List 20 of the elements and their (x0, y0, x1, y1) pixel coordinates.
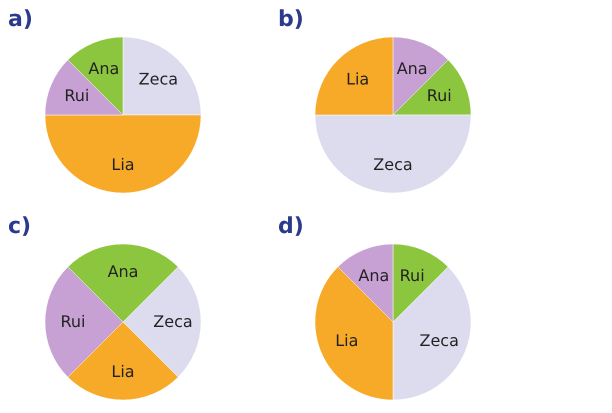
slice-label: Rui (64, 86, 90, 105)
slice-label: Lia (111, 155, 135, 174)
slice-label: Ana (108, 262, 138, 281)
chart-title: c) (8, 214, 32, 239)
slice-label: Lia (346, 70, 370, 89)
slice-label: Ana (358, 266, 390, 285)
chart-title: a) (8, 7, 33, 32)
slice-label: Rui (60, 312, 86, 331)
slice-label: Lia (335, 331, 358, 350)
slice-label: Zeca (153, 312, 193, 331)
slice-label: Ana (88, 58, 120, 78)
slice-label: Rui (400, 266, 425, 285)
chart-title: b) (278, 7, 304, 32)
slice-label: Ana (396, 58, 428, 78)
slice-label: Lia (111, 362, 135, 381)
chart-title: d) (278, 214, 304, 239)
slice-label: Zeca (419, 331, 459, 350)
slice-label: Rui (426, 86, 452, 105)
slice-label: Zeca (373, 155, 413, 174)
slice-label: Zeca (138, 70, 178, 89)
